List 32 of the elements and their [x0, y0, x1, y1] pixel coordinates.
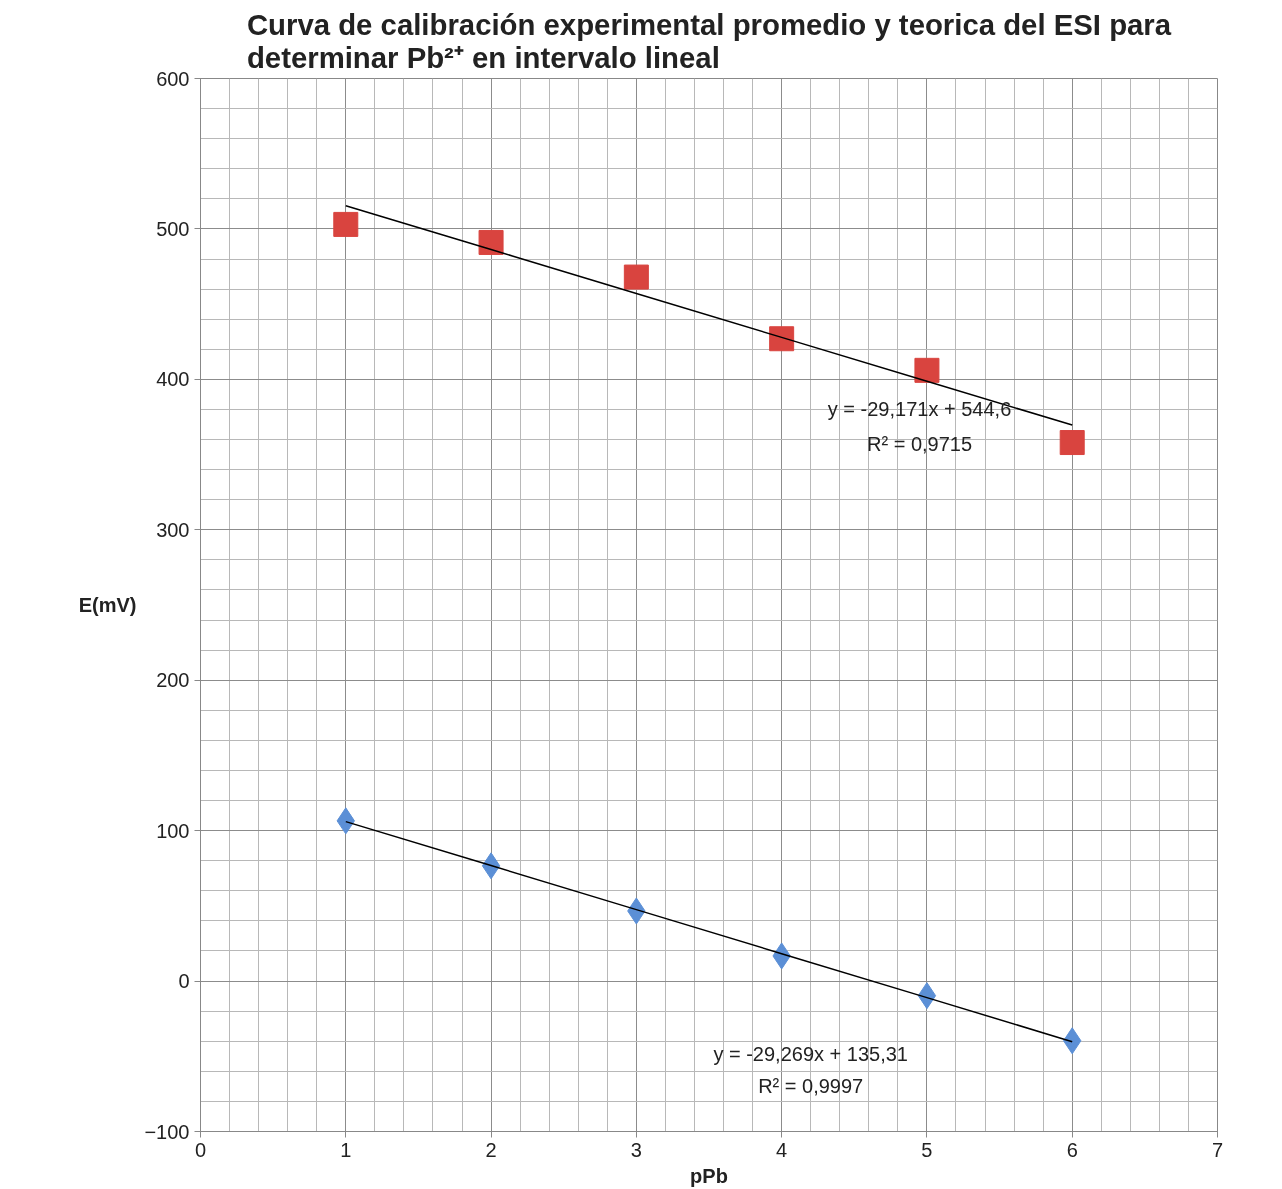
annotation: R² = 0,9997	[758, 1075, 864, 1098]
y-axis-title: E(mV)	[78, 594, 137, 616]
y-tick-label: −100	[144, 1120, 190, 1143]
x-tick-label: 3	[630, 1138, 642, 1161]
x-tick-label: 2	[485, 1138, 497, 1161]
x-tick-label: 4	[776, 1138, 788, 1161]
point	[481, 852, 501, 880]
point	[333, 211, 359, 237]
y-tick-label: 300	[156, 518, 190, 541]
annotation: R² = 0,9715	[866, 432, 973, 455]
point	[478, 229, 504, 255]
y-tick-label: 100	[156, 819, 190, 842]
x-tick-label: 7	[1211, 1138, 1224, 1161]
point	[1059, 430, 1085, 456]
x-axis-title: pPb	[690, 1164, 728, 1187]
y-tick-label: 400	[156, 368, 190, 391]
x-tick-label: 5	[921, 1138, 933, 1161]
point	[623, 264, 649, 290]
annotation: y = -29,171x + 544,6	[827, 398, 1012, 421]
x-tick-label: 0	[194, 1138, 207, 1161]
x-tick-label: 6	[1066, 1138, 1078, 1161]
y-tick-label: 200	[156, 669, 190, 692]
y-tick-label: 500	[156, 217, 190, 240]
point	[914, 357, 940, 383]
y-tick-label: 600	[156, 67, 190, 90]
y-tick-label: 0	[178, 970, 190, 993]
point	[769, 326, 795, 352]
line-series	[345, 205, 1073, 426]
annotation: y = -29,269x + 135,31	[713, 1042, 908, 1065]
x-tick-label: 1	[340, 1138, 352, 1161]
point	[917, 982, 937, 1010]
chart-title: Curva de calibración experimental promedio y teorica del ESI para determinar Pb²⁺ en intervalo lineal	[246, 7, 1172, 74]
